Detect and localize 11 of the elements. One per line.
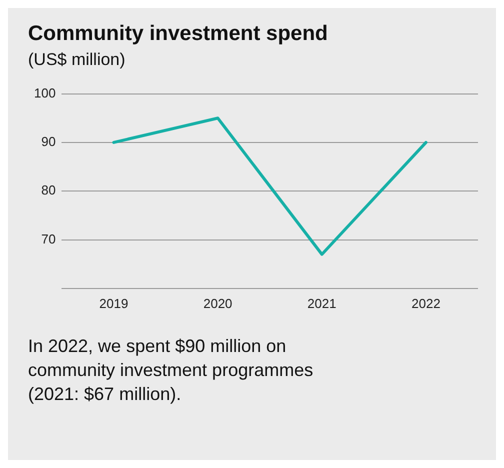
x-tick-label: 2020 <box>203 296 232 311</box>
text: In 2022, we spent $90 million on community investment programmes (2021: $67 million). <box>28 335 314 406</box>
chart-subtitle: (US$ million) <box>28 50 126 70</box>
y-tick-label: 90 <box>41 134 56 150</box>
y-tick-label: 100 <box>34 85 56 100</box>
x-tick-label: 2019 <box>99 296 128 311</box>
x-tick-label: 2022 <box>412 296 440 311</box>
y-tick-label: 80 <box>41 182 56 198</box>
chart-title: Community investment spend <box>28 22 329 46</box>
y-tick-label: 70 <box>41 231 56 246</box>
x-tick-label: 2021 <box>307 296 336 311</box>
